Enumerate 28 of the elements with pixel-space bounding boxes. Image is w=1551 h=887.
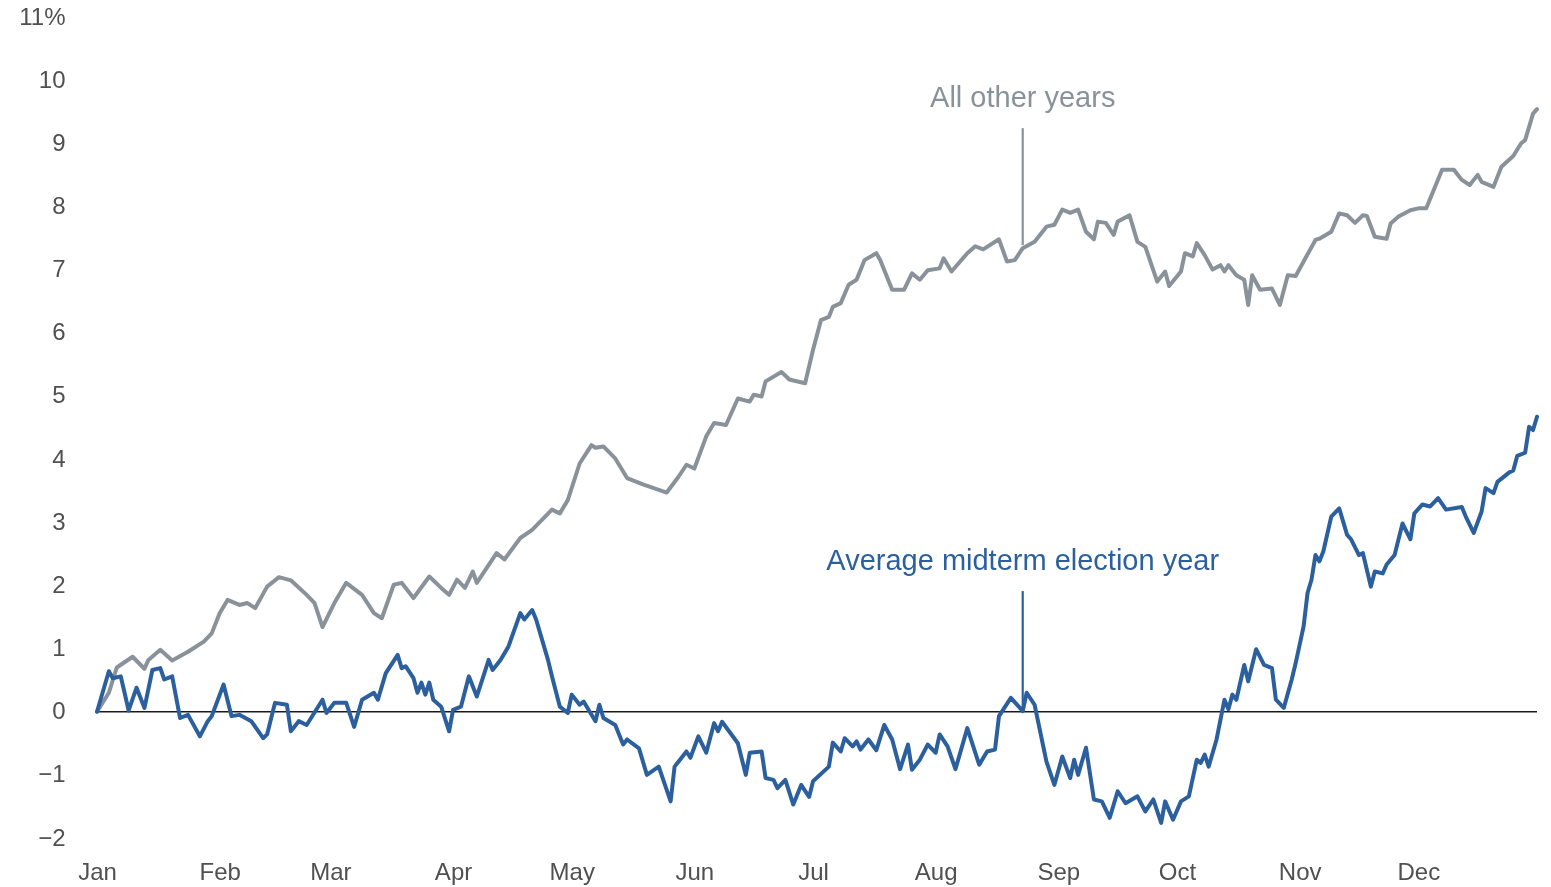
y-tick-label: 1 bbox=[52, 634, 66, 662]
y-tick-label: 8 bbox=[52, 191, 66, 219]
x-tick-label: Dec bbox=[1397, 857, 1441, 885]
y-tick-label: −1 bbox=[38, 760, 66, 788]
x-tick-label: May bbox=[549, 857, 595, 885]
y-tick-label: 7 bbox=[52, 255, 66, 283]
x-tick-label: Oct bbox=[1158, 857, 1197, 885]
x-tick-label: Apr bbox=[434, 857, 473, 885]
y-tick-label: 11% bbox=[19, 2, 66, 30]
y-tick-label: 0 bbox=[52, 697, 66, 725]
x-tick-label: Aug bbox=[914, 857, 958, 885]
y-tick-label: 10 bbox=[38, 65, 66, 93]
x-tick-label: Nov bbox=[1278, 857, 1322, 885]
y-tick-label: 3 bbox=[52, 507, 66, 535]
y-tick-label: −2 bbox=[38, 823, 66, 851]
annotation: All other years bbox=[930, 81, 1116, 114]
y-tick-label: 4 bbox=[52, 444, 66, 472]
x-tick-label: Jun bbox=[675, 857, 715, 885]
y-tick-label: 5 bbox=[52, 381, 66, 409]
x-tick-label: Feb bbox=[199, 857, 241, 885]
x-tick-label: Jul bbox=[798, 857, 829, 885]
y-tick-label: 9 bbox=[52, 128, 66, 156]
x-tick-label: Mar bbox=[310, 857, 352, 885]
y-tick-label: 2 bbox=[52, 570, 66, 598]
x-tick-label: Sep bbox=[1037, 857, 1081, 885]
x-tick-label: Jan bbox=[78, 857, 117, 885]
annotation: Average midterm election year bbox=[826, 544, 1220, 577]
y-tick-label: 6 bbox=[52, 318, 66, 346]
